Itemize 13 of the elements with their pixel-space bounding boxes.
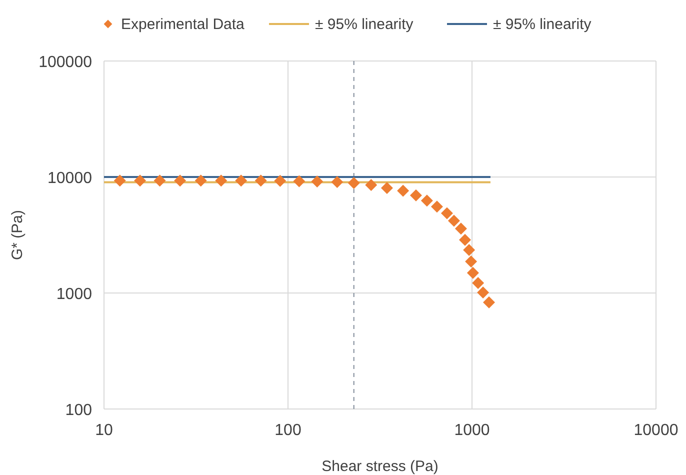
x-tick-label: 10000 — [634, 422, 678, 439]
legend-label: ± 95% linearity — [315, 16, 414, 33]
y-tick-label: 1000 — [56, 286, 92, 303]
x-tick-label: 100 — [274, 422, 302, 439]
x-tick-label: 10 — [95, 422, 113, 439]
y-axis-title: G* (Pa) — [9, 210, 26, 260]
legend-label: Experimental Data — [121, 16, 246, 33]
y-tick-label: 100000 — [38, 54, 92, 71]
y-tick-label: 100 — [65, 402, 92, 419]
legend-label: ± 95% linearity — [493, 16, 592, 33]
y-tick-label: 10000 — [48, 170, 92, 187]
x-tick-label: 1000 — [454, 422, 490, 439]
x-axis-title: Shear stress (Pa) — [322, 458, 438, 475]
